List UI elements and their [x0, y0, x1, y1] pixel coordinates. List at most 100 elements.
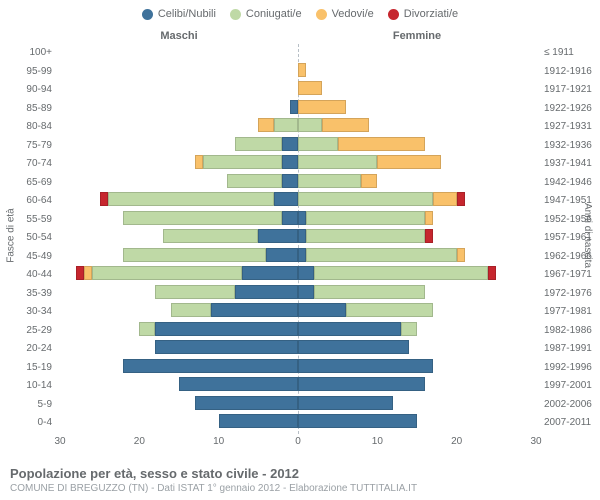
male-bar [60, 63, 298, 77]
birth-cohort-label: 1962-1966 [540, 248, 600, 267]
bar-segment [298, 155, 377, 169]
y-labels-birth: ≤ 19111912-19161917-19211922-19261927-19… [540, 44, 600, 434]
female-bar [298, 137, 536, 151]
bar-segment [282, 211, 298, 225]
bar-segment [361, 174, 377, 188]
bar-segment [155, 340, 298, 354]
pyramid-row [60, 137, 536, 156]
bar-segment [298, 137, 338, 151]
bar-segment [282, 155, 298, 169]
x-tick: 20 [134, 436, 145, 447]
bar-segment [298, 414, 417, 428]
bar-segment [203, 155, 282, 169]
bar-segment [377, 155, 440, 169]
male-bar [60, 303, 298, 317]
birth-cohort-label: 1942-1946 [540, 174, 600, 193]
age-bracket-label: 20-24 [0, 340, 56, 359]
male-bar [60, 192, 298, 206]
bar-segment [211, 303, 298, 317]
pyramid-row [60, 322, 536, 341]
legend-dot [388, 9, 399, 20]
bar-segment [163, 229, 258, 243]
bar-segment [282, 174, 298, 188]
bar-segment [171, 303, 211, 317]
bar-segment [195, 396, 298, 410]
male-bar [60, 285, 298, 299]
legend-item: Coniugati/e [230, 8, 302, 20]
female-bar [298, 44, 536, 58]
age-bracket-label: 85-89 [0, 100, 56, 119]
bar-segment [457, 248, 465, 262]
age-bracket-label: 100+ [0, 44, 56, 63]
age-bracket-label: 75-79 [0, 137, 56, 156]
female-bar [298, 340, 536, 354]
bar-segment [100, 192, 108, 206]
bar-segment [298, 359, 433, 373]
female-bar [298, 359, 536, 373]
birth-cohort-label: 1972-1976 [540, 285, 600, 304]
birth-cohort-label: ≤ 1911 [540, 44, 600, 63]
female-bar [298, 192, 536, 206]
female-bar [298, 211, 536, 225]
chart-footer: Popolazione per età, sesso e stato civil… [10, 466, 590, 494]
bar-segment [195, 155, 203, 169]
bar-segment [274, 192, 298, 206]
birth-cohort-label: 1952-1956 [540, 211, 600, 230]
age-bracket-label: 30-34 [0, 303, 56, 322]
pyramid-row [60, 155, 536, 174]
pyramid-row [60, 285, 536, 304]
bar-segment [123, 248, 266, 262]
bar-segment [92, 266, 243, 280]
age-bracket-label: 0-4 [0, 414, 56, 433]
birth-cohort-label: 1957-1961 [540, 229, 600, 248]
bar-segment [258, 118, 274, 132]
birth-cohort-label: 1922-1926 [540, 100, 600, 119]
female-bar [298, 63, 536, 77]
bar-segment [298, 396, 393, 410]
bar-segment [298, 285, 314, 299]
male-bar [60, 322, 298, 336]
bar-segment [235, 137, 283, 151]
pyramid-row [60, 81, 536, 100]
x-axis: 3020100102030 [60, 436, 536, 450]
bar-segment [425, 211, 433, 225]
male-bar [60, 396, 298, 410]
bar-segment [274, 118, 298, 132]
birth-cohort-label: 1992-1996 [540, 359, 600, 378]
birth-cohort-label: 1977-1981 [540, 303, 600, 322]
legend: Celibi/NubiliConiugati/eVedovi/eDivorzia… [0, 0, 600, 20]
bar-segment [298, 100, 346, 114]
age-bracket-label: 25-29 [0, 322, 56, 341]
bar-segment [298, 303, 346, 317]
bar-segment [290, 100, 298, 114]
bar-segment [108, 192, 275, 206]
female-bar [298, 248, 536, 262]
pyramid-row [60, 63, 536, 82]
bar-segment [314, 266, 489, 280]
x-tick: 30 [530, 436, 541, 447]
bar-segment [139, 322, 155, 336]
bar-segment [298, 377, 425, 391]
x-tick: 10 [213, 436, 224, 447]
bar-segment [322, 118, 370, 132]
age-bracket-label: 70-74 [0, 155, 56, 174]
legend-dot [142, 9, 153, 20]
bar-segment [346, 303, 433, 317]
female-bar [298, 396, 536, 410]
female-bar [298, 155, 536, 169]
bar-segment [488, 266, 496, 280]
male-bar [60, 81, 298, 95]
bar-segment [76, 266, 84, 280]
birth-cohort-label: 2007-2011 [540, 414, 600, 433]
x-tick: 0 [295, 436, 301, 447]
pyramid-row [60, 44, 536, 63]
age-bracket-label: 65-69 [0, 174, 56, 193]
pyramid-row [60, 414, 536, 433]
pyramid-row [60, 248, 536, 267]
age-bracket-label: 50-54 [0, 229, 56, 248]
pyramid-row [60, 396, 536, 415]
birth-cohort-label: 1967-1971 [540, 266, 600, 285]
bar-segment [298, 174, 361, 188]
female-bar [298, 229, 536, 243]
male-bar [60, 340, 298, 354]
